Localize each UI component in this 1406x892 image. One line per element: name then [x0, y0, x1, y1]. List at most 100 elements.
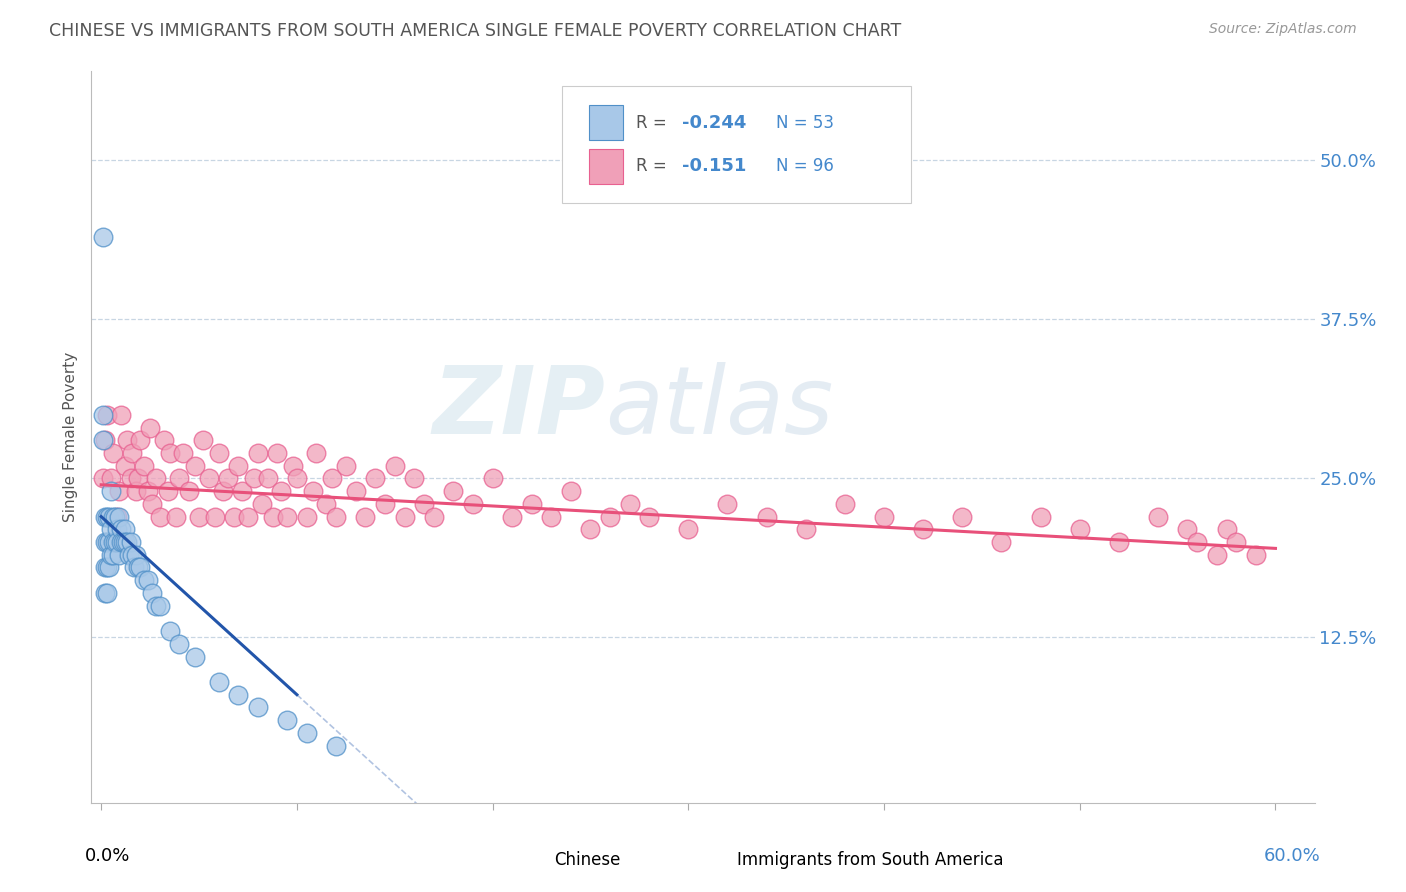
- Point: [169, 637, 191, 651]
- Point: [98, 509, 121, 524]
- Point: [1177, 522, 1199, 536]
- Point: [270, 484, 292, 499]
- Point: [159, 446, 181, 460]
- Point: [129, 434, 152, 448]
- Point: [217, 471, 239, 485]
- Point: [98, 535, 121, 549]
- Point: [94, 586, 117, 600]
- Point: [394, 509, 416, 524]
- Point: [204, 509, 226, 524]
- Point: [94, 560, 117, 574]
- Point: [149, 509, 172, 524]
- Text: Source: ZipAtlas.com: Source: ZipAtlas.com: [1209, 22, 1357, 37]
- Point: [579, 522, 602, 536]
- Point: [246, 446, 269, 460]
- Bar: [520, 847, 547, 876]
- Bar: [589, 149, 623, 184]
- Point: [101, 535, 124, 549]
- Point: [443, 484, 465, 499]
- Point: [101, 446, 124, 460]
- Point: [145, 471, 167, 485]
- Point: [91, 471, 114, 485]
- Point: [364, 471, 387, 485]
- Point: [404, 471, 426, 485]
- Point: [110, 535, 132, 549]
- Text: R =: R =: [636, 158, 672, 176]
- Point: [100, 471, 122, 485]
- Point: [423, 509, 446, 524]
- Y-axis label: Single Female Poverty: Single Female Poverty: [63, 352, 79, 522]
- Point: [873, 509, 896, 524]
- Point: [107, 484, 129, 499]
- Text: N = 53: N = 53: [776, 113, 834, 131]
- Point: [107, 548, 129, 562]
- Point: [246, 700, 269, 714]
- Point: [266, 446, 288, 460]
- Point: [98, 560, 121, 574]
- Text: -0.244: -0.244: [682, 113, 747, 131]
- Point: [236, 509, 259, 524]
- Point: [141, 497, 163, 511]
- Point: [191, 434, 214, 448]
- Point: [335, 458, 357, 473]
- Point: [295, 509, 318, 524]
- Point: [114, 522, 136, 536]
- Point: [188, 509, 211, 524]
- Point: [501, 509, 523, 524]
- Text: 60.0%: 60.0%: [1264, 847, 1320, 864]
- Point: [619, 497, 641, 511]
- Point: [125, 484, 148, 499]
- Point: [107, 509, 129, 524]
- Point: [120, 471, 142, 485]
- Point: [101, 548, 124, 562]
- Point: [276, 713, 298, 727]
- Point: [262, 509, 284, 524]
- Point: [134, 458, 156, 473]
- Point: [344, 484, 367, 499]
- Point: [794, 522, 817, 536]
- Text: 0.0%: 0.0%: [86, 847, 131, 864]
- Point: [172, 446, 194, 460]
- Point: [226, 688, 249, 702]
- Point: [136, 484, 159, 499]
- Point: [755, 509, 778, 524]
- Point: [134, 573, 156, 587]
- Point: [315, 497, 337, 511]
- Point: [256, 471, 278, 485]
- Point: [104, 509, 127, 524]
- Point: [184, 649, 207, 664]
- Point: [198, 471, 221, 485]
- Point: [105, 522, 128, 536]
- Point: [94, 434, 117, 448]
- Point: [184, 458, 207, 473]
- Point: [540, 509, 562, 524]
- Point: [136, 573, 159, 587]
- Point: [111, 535, 134, 549]
- Point: [129, 560, 152, 574]
- Point: [481, 471, 503, 485]
- Point: [115, 434, 138, 448]
- Point: [125, 548, 148, 562]
- Text: ZIP: ZIP: [432, 362, 605, 454]
- Point: [110, 408, 132, 422]
- Point: [321, 471, 343, 485]
- Point: [638, 509, 661, 524]
- Point: [96, 509, 118, 524]
- Point: [912, 522, 935, 536]
- Text: Immigrants from South America: Immigrants from South America: [737, 851, 1004, 869]
- Point: [599, 509, 621, 524]
- Bar: [589, 105, 623, 140]
- Point: [96, 560, 118, 574]
- Point: [305, 446, 328, 460]
- Point: [325, 739, 347, 753]
- Point: [94, 509, 117, 524]
- Point: [1244, 548, 1267, 562]
- Point: [231, 484, 253, 499]
- Point: [115, 535, 138, 549]
- Point: [250, 497, 273, 511]
- Point: [276, 509, 298, 524]
- Point: [96, 535, 118, 549]
- Point: [207, 675, 229, 690]
- Point: [243, 471, 266, 485]
- Point: [145, 599, 167, 613]
